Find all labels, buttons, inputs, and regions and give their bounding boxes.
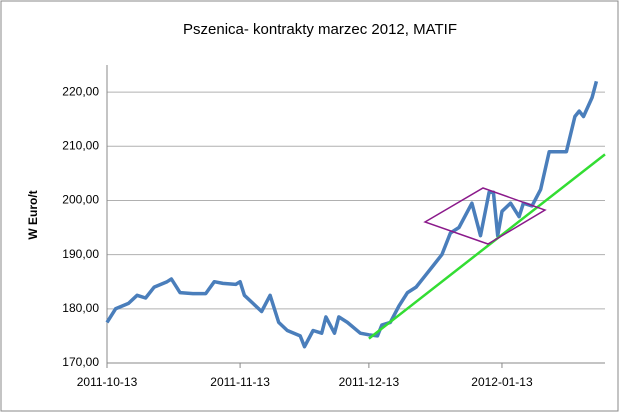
- y-tick-label: 210,00: [62, 138, 99, 152]
- y-tick-label: 200,00: [62, 193, 99, 207]
- y-tick-label: 180,00: [62, 301, 99, 315]
- y-tick-label: 190,00: [62, 247, 99, 261]
- x-tick-label: 2011-10-13: [77, 375, 138, 389]
- x-tick-label: 2012-01-13: [471, 375, 533, 389]
- x-tick-label: 2011-11-13: [210, 375, 270, 389]
- y-tick-label: 170,00: [62, 355, 99, 369]
- chart-title: Pszenica- kontrakty marzec 2012, MATIF: [183, 21, 457, 38]
- trend-line: [368, 153, 606, 340]
- pattern-diamond: [423, 187, 547, 245]
- price-line: [105, 80, 599, 349]
- x-tick-label: 2011-12-13: [339, 375, 400, 389]
- y-axis-label: W Euro/t: [26, 190, 40, 239]
- y-tick-label: 220,00: [62, 84, 99, 98]
